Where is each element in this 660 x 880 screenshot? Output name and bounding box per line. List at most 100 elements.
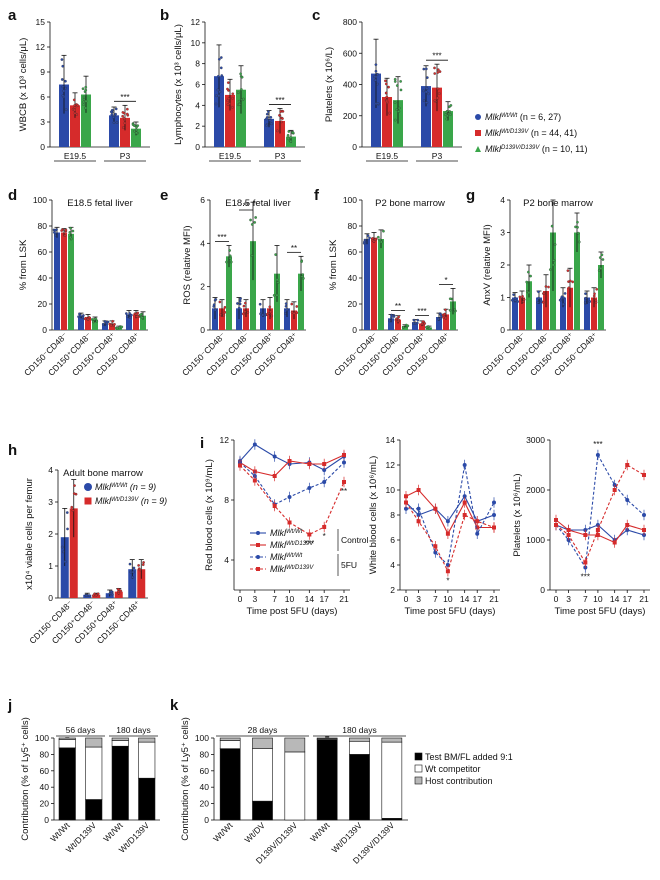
data-point xyxy=(322,468,327,472)
y-tick-label: 15 xyxy=(36,17,46,27)
y-tick-label: 6 xyxy=(40,92,45,102)
data-point xyxy=(218,90,222,94)
y-tick-label: 40 xyxy=(38,273,48,283)
data-point xyxy=(73,108,76,112)
group-label: P3 xyxy=(275,151,286,161)
data-point xyxy=(250,223,254,226)
data-point xyxy=(595,287,599,291)
bar xyxy=(59,84,69,147)
data-point xyxy=(252,478,257,483)
x-tick-label: CD150⁻CD48⁺ xyxy=(552,330,599,377)
data-point xyxy=(231,96,234,100)
legend-marker xyxy=(84,483,92,491)
data-point xyxy=(268,118,272,122)
data-point xyxy=(453,308,457,312)
data-point xyxy=(65,511,69,514)
data-point xyxy=(82,100,86,104)
x-tick-label: 17 xyxy=(473,594,483,604)
data-point xyxy=(642,473,646,477)
x-axis-label: Time post 5FU (days) xyxy=(555,606,646,617)
data-point xyxy=(376,72,379,76)
y-tick-label: 600 xyxy=(343,48,357,58)
bar xyxy=(450,301,456,330)
bar xyxy=(275,120,285,147)
significance-marker: *** xyxy=(275,96,284,105)
data-point xyxy=(109,323,113,327)
x-tick-label: 10 xyxy=(285,594,295,604)
data-point xyxy=(266,312,269,316)
bar xyxy=(436,317,442,330)
y-tick-label: 0 xyxy=(352,325,357,335)
data-point xyxy=(594,300,598,304)
x-tick-label: Wt/DV xyxy=(242,820,267,845)
data-point xyxy=(219,56,223,59)
data-point xyxy=(388,111,391,115)
data-point xyxy=(229,260,233,264)
data-point xyxy=(342,453,346,457)
y-tick-label: 100 xyxy=(35,733,49,743)
data-point xyxy=(444,316,448,320)
data-point xyxy=(71,229,75,233)
y-axis-label: ROS (relative MFI) xyxy=(182,225,193,304)
data-point xyxy=(387,85,390,89)
data-point xyxy=(584,296,587,300)
data-point xyxy=(422,99,426,103)
y-axis-label: White blood cells (x 10⁶/mL) xyxy=(368,456,379,574)
legend-marker xyxy=(84,497,92,505)
data-point xyxy=(275,293,279,297)
panel-label: g xyxy=(466,187,475,204)
x-tick-label: Wt/Wt xyxy=(101,820,125,844)
data-point xyxy=(272,474,277,478)
data-point xyxy=(437,92,441,95)
data-point xyxy=(133,124,136,128)
data-point xyxy=(81,87,85,91)
data-point xyxy=(64,228,68,232)
data-point xyxy=(64,560,67,564)
series-line xyxy=(239,443,345,471)
data-point xyxy=(295,305,299,308)
data-point xyxy=(374,69,378,73)
y-tick-label: 60 xyxy=(38,247,48,257)
data-point xyxy=(422,67,426,71)
data-point xyxy=(527,270,530,274)
data-point xyxy=(433,544,438,549)
data-point xyxy=(376,235,380,239)
data-point xyxy=(563,292,567,295)
bar xyxy=(267,308,273,330)
data-point xyxy=(445,531,450,536)
significance-marker: *** xyxy=(432,52,441,61)
data-point xyxy=(548,268,552,271)
data-point xyxy=(600,253,604,257)
data-point xyxy=(64,86,68,90)
y-axis-label: % from LSK xyxy=(328,239,339,290)
data-point xyxy=(374,63,378,67)
data-point xyxy=(568,279,572,283)
significance-marker: *** xyxy=(120,93,129,102)
data-point xyxy=(60,229,64,232)
legend-entry: MlklWt/Wt xyxy=(270,528,303,538)
bar xyxy=(120,117,130,147)
data-point xyxy=(287,459,292,463)
y-tick-label: 3 xyxy=(40,117,45,127)
data-point xyxy=(584,292,587,296)
y-tick-label: 4 xyxy=(390,560,395,570)
data-point xyxy=(562,302,566,306)
x-axis-label: Time post 5FU (days) xyxy=(405,606,496,617)
data-point xyxy=(137,564,140,567)
data-point xyxy=(307,462,312,466)
data-point xyxy=(253,221,257,224)
data-point xyxy=(527,291,531,294)
data-point xyxy=(249,218,252,222)
bar xyxy=(92,319,98,330)
data-point xyxy=(118,326,122,330)
data-point xyxy=(513,296,517,300)
data-point xyxy=(518,295,522,299)
data-point xyxy=(382,229,385,233)
data-point xyxy=(71,509,75,512)
y-tick-label: 6 xyxy=(390,535,395,545)
data-point xyxy=(412,318,416,322)
y-tick-label: 40 xyxy=(200,782,210,792)
legend-marker xyxy=(475,130,481,136)
legend-swatch xyxy=(414,776,423,785)
